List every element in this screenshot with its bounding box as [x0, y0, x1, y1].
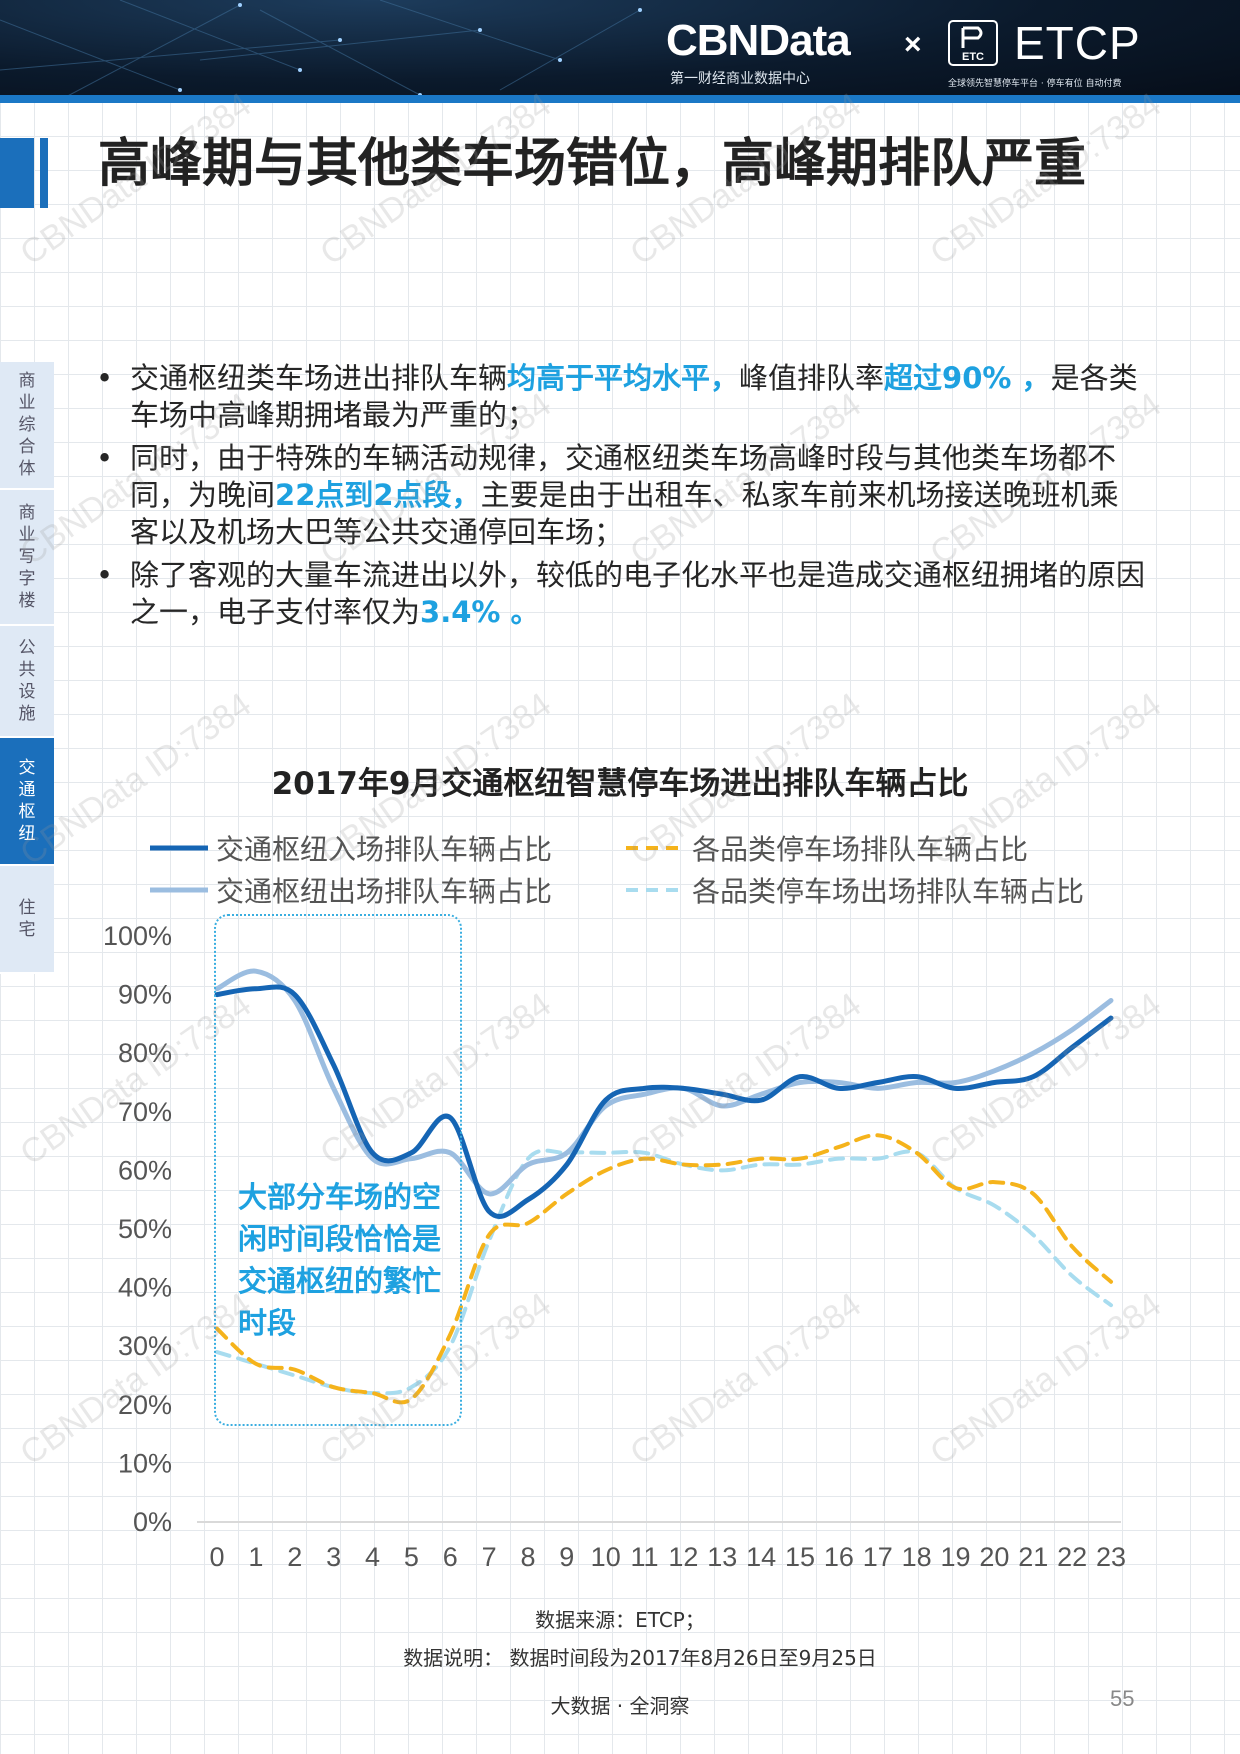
page-number: 55 [1110, 1686, 1135, 1711]
chart-title: 2017年9月交通枢纽智慧停车场进出排队车辆占比 [271, 766, 969, 802]
x-tick-label: 23 [1096, 1542, 1126, 1572]
y-tick-label: 100% [103, 921, 172, 951]
chart-legend: 交通枢纽入场排队车辆占比 交通枢纽出场排队车辆占比 各品类停车场排队车辆占比 各… [150, 828, 1150, 908]
x-tick-label: 8 [520, 1542, 535, 1572]
x-tick-label: 21 [1018, 1542, 1048, 1572]
legend-swatch-dashed-orange [626, 846, 684, 850]
legend-swatch-solid-dark [150, 845, 208, 851]
bullet-item: • 交通枢纽类车场进出排队车辆均高于平均水平，峰值排队率超过90% ，是各类车场中… [96, 361, 1138, 432]
y-tick-label: 20% [118, 1390, 172, 1420]
side-nav-item-public-facilities[interactable]: 公共设施 [0, 626, 54, 738]
brand-logos: CBNData 第一财经商业数据中心 × ETC ETCP 全球领先智慧停车平台… [666, 16, 1226, 96]
x-tick-label: 9 [559, 1542, 574, 1572]
x-tick-label: 17 [863, 1542, 893, 1572]
cbndata-logo: CBNData [666, 16, 851, 65]
legend-swatch-solid-light [150, 887, 208, 893]
etc-badge-text: ETC [962, 51, 984, 63]
x-tick-label: 15 [785, 1542, 815, 1572]
y-tick-label: 90% [118, 980, 172, 1010]
data-note: 数据说明： 数据时间段为2017年8月26日至9月25日 [403, 1646, 877, 1670]
etcp-subtitle: 全球领先智慧停车平台 · 停车有位 自动付费 [948, 79, 1122, 89]
x-tick-label: 14 [746, 1542, 776, 1572]
y-tick-label: 80% [118, 1038, 172, 1068]
side-nav-label: 商业写字楼 [18, 503, 36, 611]
etcp-badge-icon: ETC [948, 20, 998, 66]
annotation-text: 大部分车场的空闲时间段恰恰是交通枢纽的繁忙时段 [238, 1180, 442, 1340]
legend-swatch-dashed-cyan [626, 888, 684, 892]
legend-item-all-categories-outbound: 各品类停车场出场排队车辆占比 [626, 870, 1084, 910]
series-line-inbound-hub [214, 984, 1114, 1219]
side-nav-item-residential[interactable]: 住宅 [0, 866, 54, 974]
side-nav-label: 住宅 [18, 898, 36, 940]
x-tick-label: 22 [1057, 1542, 1087, 1572]
y-tick-label: 40% [118, 1273, 172, 1303]
x-tick-label: 20 [979, 1542, 1009, 1572]
data-source: 数据来源：ETCP； [535, 1608, 705, 1632]
header-banner: CBNData 第一财经商业数据中心 × ETC ETCP 全球领先智慧停车平台… [0, 0, 1240, 103]
bullet-item: • 同时，由于特殊的车辆活动规律，交通枢纽类车场高峰时段与其他类车场都不同，为晚间… [96, 441, 1119, 549]
cbndata-subtitle: 第一财经商业数据中心 [670, 71, 810, 87]
x-tick-label: 10 [591, 1542, 621, 1572]
side-nav-label: 交通枢纽 [18, 758, 36, 844]
legend-item-outbound-hub: 交通枢纽出场排队车辆占比 [150, 870, 552, 910]
legend-item-all-categories: 各品类停车场排队车辆占比 [626, 828, 1028, 868]
x-tick-label: 6 [443, 1542, 458, 1572]
x-tick-label: 3 [326, 1542, 341, 1572]
series-line-all-categories [215, 1133, 1113, 1405]
series-line-outbound-hub [214, 968, 1114, 1197]
side-nav-label: 公共设施 [18, 638, 36, 724]
x-tick-label: 13 [707, 1542, 737, 1572]
x-tick-label: 18 [902, 1542, 932, 1572]
bullet-item: • 除了客观的大量车流进出以外，较低的电子化水平也是造成交通枢纽拥堵的原因之一，电… [96, 558, 1146, 629]
etcp-logo: ETCP [1014, 17, 1141, 69]
x-tick-label: 5 [404, 1542, 419, 1572]
line-chart: 0%10%20%30%40%50%60%70%80%90%100%0 1 2 3 4 5 6… [103, 921, 1126, 1572]
x-tick-label: 0 [209, 1542, 224, 1572]
side-nav-item-transport-hub[interactable]: 交通枢纽 [0, 738, 54, 866]
x-tick-label: 7 [482, 1542, 497, 1572]
side-nav-label: 商业综合体 [18, 371, 36, 479]
x-tick-label: 19 [940, 1542, 970, 1572]
y-tick-label: 0% [133, 1507, 172, 1537]
title-accent-stripe [40, 138, 48, 208]
x-tick-label: 1 [248, 1542, 263, 1572]
x-tick-label: 16 [824, 1542, 854, 1572]
y-tick-label: 50% [118, 1214, 172, 1244]
page-title: 高峰期与其他类车场错位，高峰期排队严重 [98, 134, 1087, 194]
annotation-box [214, 914, 462, 1426]
footer-slogan: 大数据 · 全洞察 [550, 1694, 690, 1718]
y-tick-label: 30% [118, 1331, 172, 1361]
side-nav-item-commercial-complex[interactable]: 商业综合体 [0, 362, 54, 490]
x-tick-label: 12 [668, 1542, 698, 1572]
x-tick-label: 11 [631, 1542, 659, 1572]
side-nav: 商业综合体 商业写字楼 公共设施 交通枢纽 住宅 [0, 362, 54, 974]
side-nav-item-office-building[interactable]: 商业写字楼 [0, 490, 54, 626]
y-tick-label: 10% [118, 1448, 172, 1478]
bullet-list: • 交通枢纽类车场进出排队车辆均高于平均水平，峰值排队率超过90% ，是各类车场中… [96, 360, 1146, 637]
x-tick-label: 2 [287, 1542, 302, 1572]
header-accent-bar [0, 95, 1240, 103]
y-tick-label: 70% [118, 1097, 172, 1127]
x-tick-label: 4 [365, 1542, 380, 1572]
network-background [0, 0, 642, 101]
legend-item-inbound-hub: 交通枢纽入场排队车辆占比 [150, 828, 552, 868]
y-tick-label: 60% [118, 1155, 172, 1185]
title-accent-block [0, 138, 34, 208]
collab-times: × [904, 28, 922, 61]
